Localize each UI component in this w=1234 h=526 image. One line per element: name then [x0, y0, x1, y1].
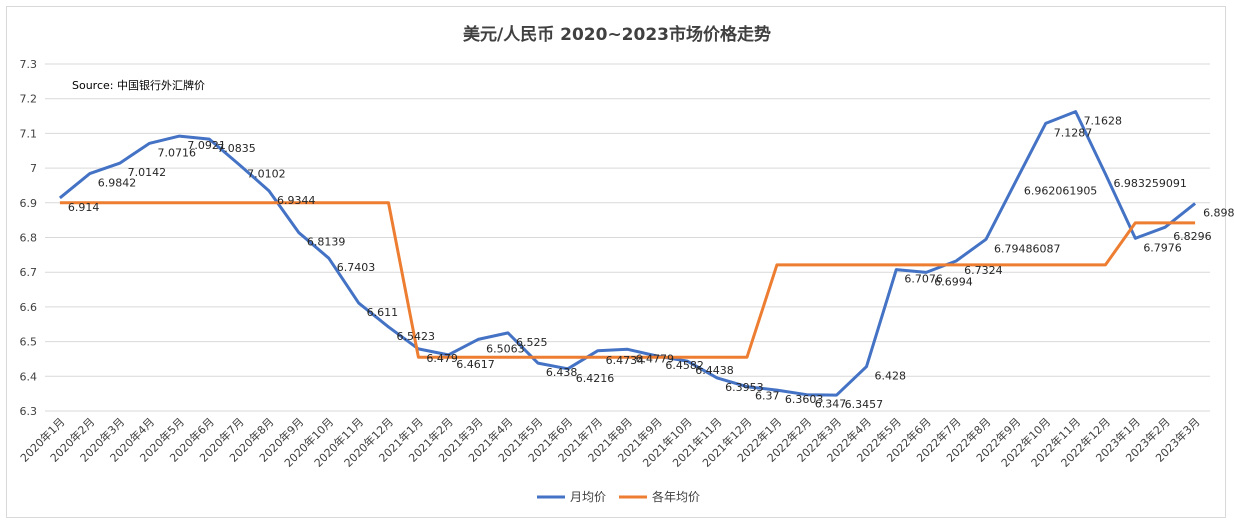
data-label: 6.4779	[636, 352, 675, 365]
y-tick-label: 7.1	[20, 127, 38, 140]
data-label: 6.9344	[277, 194, 316, 207]
data-label: 6.5063	[486, 342, 524, 355]
data-label: 7.0716	[158, 146, 197, 159]
series-line-1	[59, 201, 1196, 359]
data-label: 6.4734	[606, 354, 645, 367]
data-label: 6.8139	[307, 236, 346, 249]
y-tick-label: 6.9	[20, 197, 38, 210]
y-tick-label: 6.7	[20, 266, 38, 279]
data-label: 6.7976	[1143, 241, 1182, 254]
data-label: 6.914	[68, 201, 100, 214]
data-label: 6.37	[755, 390, 780, 403]
data-label: 6.6994	[934, 275, 973, 288]
data-label: 6.428	[874, 370, 906, 383]
y-tick-label: 6.4	[20, 370, 38, 383]
data-label: 6.479	[426, 352, 458, 365]
data-label: 6.9842	[98, 177, 137, 190]
data-label: 6.5423	[397, 330, 436, 343]
chart-source-annotation: Source: 中国银行外汇牌价	[72, 78, 205, 92]
y-tick-label: 6.8	[20, 232, 38, 245]
y-tick-label: 7	[30, 162, 37, 175]
legend: 月均价 各年均价	[537, 489, 700, 504]
data-label: 6.611	[367, 306, 399, 319]
data-label: 6.7076	[904, 273, 943, 286]
y-tick-label: 6.6	[20, 301, 38, 314]
data-label: 6.983259091	[1113, 177, 1186, 190]
data-label: 6.79486087	[994, 242, 1060, 255]
data-label: 6.525	[516, 336, 548, 349]
data-label: 7.0921	[187, 139, 226, 152]
y-axis-tick-labels: 6.3 6.4 6.5 6.6 6.7 6.8 6.9 7 7.1 7.2 7.3	[20, 58, 38, 418]
legend-label-1: 各年均价	[652, 489, 700, 504]
data-label: 6.7403	[337, 261, 376, 274]
data-label: 6.962061905	[1024, 184, 1097, 197]
data-label: 6.347	[815, 398, 847, 411]
data-label: 6.3457	[845, 398, 884, 411]
data-label: 6.4582	[665, 359, 704, 372]
data-label: 6.8982	[1203, 206, 1234, 219]
legend-label-0: 月均价	[570, 490, 606, 504]
chart-title: 美元/人民币 2020~2023市场价格走势	[463, 24, 771, 45]
data-label: 6.8296	[1173, 230, 1212, 243]
data-label: 6.4438	[695, 364, 734, 377]
y-tick-label: 6.3	[20, 405, 38, 418]
y-tick-label: 7.2	[20, 93, 38, 106]
chart-frame	[6, 6, 1226, 518]
data-label: 6.3603	[785, 393, 824, 406]
x-axis-tick-labels: 2020年1月2020年2月2020年3月2020年4月2020年5月2020年…	[17, 415, 1202, 470]
series-lines	[58, 110, 1197, 397]
grid-lines	[45, 63, 1210, 412]
data-label: 7.0142	[128, 166, 167, 179]
data-label: 6.4216	[576, 372, 615, 385]
series-line-0	[58, 110, 1197, 397]
data-label: 7.1628	[1084, 115, 1123, 128]
data-label: 6.438	[546, 366, 578, 379]
data-label: 6.3953	[725, 381, 764, 394]
data-label: 7.0102	[247, 168, 286, 181]
data-label: 6.4617	[456, 358, 495, 371]
y-tick-label: 7.3	[20, 58, 38, 71]
data-label: 6.7324	[964, 264, 1003, 277]
data-label: 7.0835	[217, 142, 256, 155]
y-tick-label: 6.5	[20, 336, 38, 349]
data-label: 7.1287	[1054, 126, 1093, 139]
